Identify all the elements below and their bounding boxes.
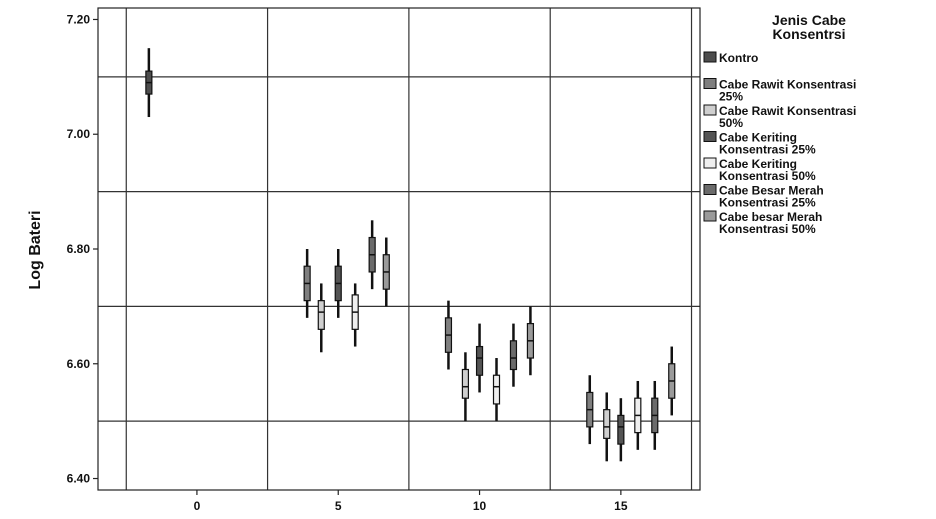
y-tick-label: 6.60: [67, 357, 91, 371]
x-tick-labels: 0 5 10 15: [194, 499, 628, 513]
legend-swatch: [703, 104, 717, 116]
y-tick-labels: 6.40 6.60 6.80 7.00 7.20: [67, 12, 91, 485]
legend-item-0: Kontro: [703, 51, 758, 65]
legend-label-line1: Cabe besar Merah: [719, 210, 822, 224]
x-tick-label: 0: [194, 499, 201, 513]
y-tick-label: 6.40: [67, 472, 91, 486]
box-3: [334, 249, 342, 318]
legend-label-line2: Konsentrasi 25%: [719, 196, 816, 210]
box-body: [492, 374, 501, 405]
x-tick-label: 10: [473, 499, 487, 513]
box-16: [634, 380, 642, 450]
box-4: [351, 283, 359, 347]
box-15: [617, 398, 625, 462]
box-13: [586, 375, 594, 445]
box-10: [492, 358, 501, 422]
box-body: [461, 368, 470, 399]
y-axis-label: Log Bateri: [27, 210, 44, 289]
axes: [93, 7, 701, 495]
legend-swatch: [703, 157, 717, 169]
y-tick-label: 7.20: [67, 12, 91, 26]
box-2: [317, 283, 325, 353]
box-9: [475, 323, 484, 393]
legend-label-line1: Cabe Besar Merah: [719, 184, 824, 198]
x-tick-label: 15: [614, 499, 628, 513]
y-tick-label: 7.00: [67, 127, 91, 141]
legend-label-line2: 50%: [719, 116, 743, 130]
legend-label-line1: Cabe Keriting: [719, 131, 797, 145]
boxes: [145, 48, 676, 462]
box-body: [475, 345, 484, 376]
x-tick-label: 5: [335, 499, 342, 513]
y-tick-label: 6.80: [67, 242, 91, 256]
legend-swatch: [703, 131, 717, 142]
box-7: [444, 300, 453, 370]
legend-label-line2: Konsentrasi 25%: [719, 143, 816, 157]
legend: Jenis Cabe Konsentrsi Kontro Cabe Rawit K…: [703, 12, 856, 236]
box-5: [368, 220, 376, 290]
box-body: [509, 340, 518, 371]
legend-title-line1: Jenis Cabe: [772, 12, 846, 28]
legend-swatch: [703, 210, 717, 222]
legend-label-line2: Konsentrasi 50%: [719, 169, 816, 183]
legend-swatch: [703, 184, 717, 195]
legend-swatch: [703, 51, 717, 63]
box-12: [526, 306, 535, 376]
box-body: [617, 414, 625, 445]
box-body: [603, 409, 611, 439]
legend-swatch: [703, 78, 717, 89]
box-18: [668, 346, 676, 416]
legend-label-line2: 25%: [719, 90, 743, 104]
grid: [98, 8, 700, 490]
box-14: [603, 392, 611, 462]
box-11: [509, 323, 518, 387]
box-body: [317, 300, 325, 330]
legend-label-line1: Cabe Rawit Konsentrasi: [719, 104, 856, 118]
box-6: [382, 237, 390, 307]
legend-label-line1: Cabe Rawit Konsentrasi: [719, 78, 856, 92]
box-1: [303, 249, 311, 318]
legend-label-line2: Konsentrasi 50%: [719, 222, 816, 236]
legend-label-line1: Kontro: [719, 51, 758, 65]
box-17: [651, 380, 659, 450]
box-8: [461, 352, 470, 422]
legend-title-line2: Konsentrsi: [772, 26, 845, 42]
legend-label-line1: Cabe Keriting: [719, 157, 797, 171]
box-0: [145, 48, 153, 118]
